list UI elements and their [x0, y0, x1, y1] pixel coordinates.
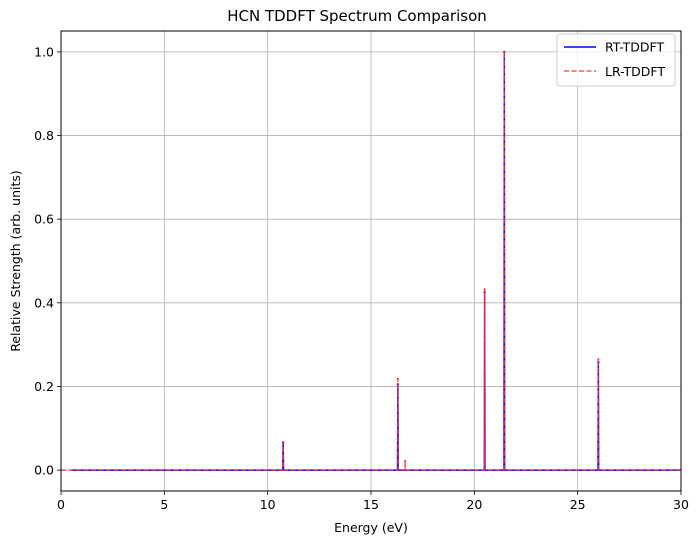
x-tick-label: 10 [260, 497, 276, 512]
series-line-lr-tddft [61, 51, 681, 471]
y-tick-label: 0.0 [34, 463, 54, 478]
x-axis-label: Energy (eV) [334, 520, 408, 535]
peak-point-lr-tddft [483, 288, 486, 291]
series-lines [61, 50, 681, 471]
legend: RT-TDDFT LR-TDDFT [556, 33, 676, 87]
peak-point-lr-tddft [396, 377, 400, 381]
y-tick-label: 0.8 [34, 128, 54, 143]
peak-point-lr-tddft [503, 50, 506, 54]
chart-title: HCN TDDFT Spectrum Comparison [227, 7, 487, 25]
x-tick-label: 25 [570, 497, 586, 512]
x-tick-label: 0 [57, 497, 65, 512]
x-tick-label: 5 [160, 497, 168, 512]
y-tick-label: 0.4 [34, 295, 54, 310]
x-tick-label: 30 [673, 497, 689, 512]
y-tick-label: 0.2 [34, 379, 54, 394]
x-tick-label: 15 [363, 497, 379, 512]
y-tick-label: 0.6 [34, 212, 54, 227]
y-axis-label: Relative Strength (arb. units) [8, 170, 23, 352]
y-tick-label: 1.0 [34, 44, 54, 59]
peak-point-lr-tddft [403, 459, 407, 463]
axis-ticks: 0 5 10 15 20 25 30 0.0 0.2 0.4 0.6 0.8 1.0 [34, 44, 689, 512]
legend-label-lr: LR-TDDFT [605, 64, 665, 79]
plot-frame [60, 30, 682, 492]
peak-point-lr-tddft [597, 358, 600, 361]
x-tick-label: 20 [466, 497, 482, 512]
legend-label-rt: RT-TDDFT [605, 40, 664, 55]
peak-point-lr-tddft [281, 440, 285, 444]
